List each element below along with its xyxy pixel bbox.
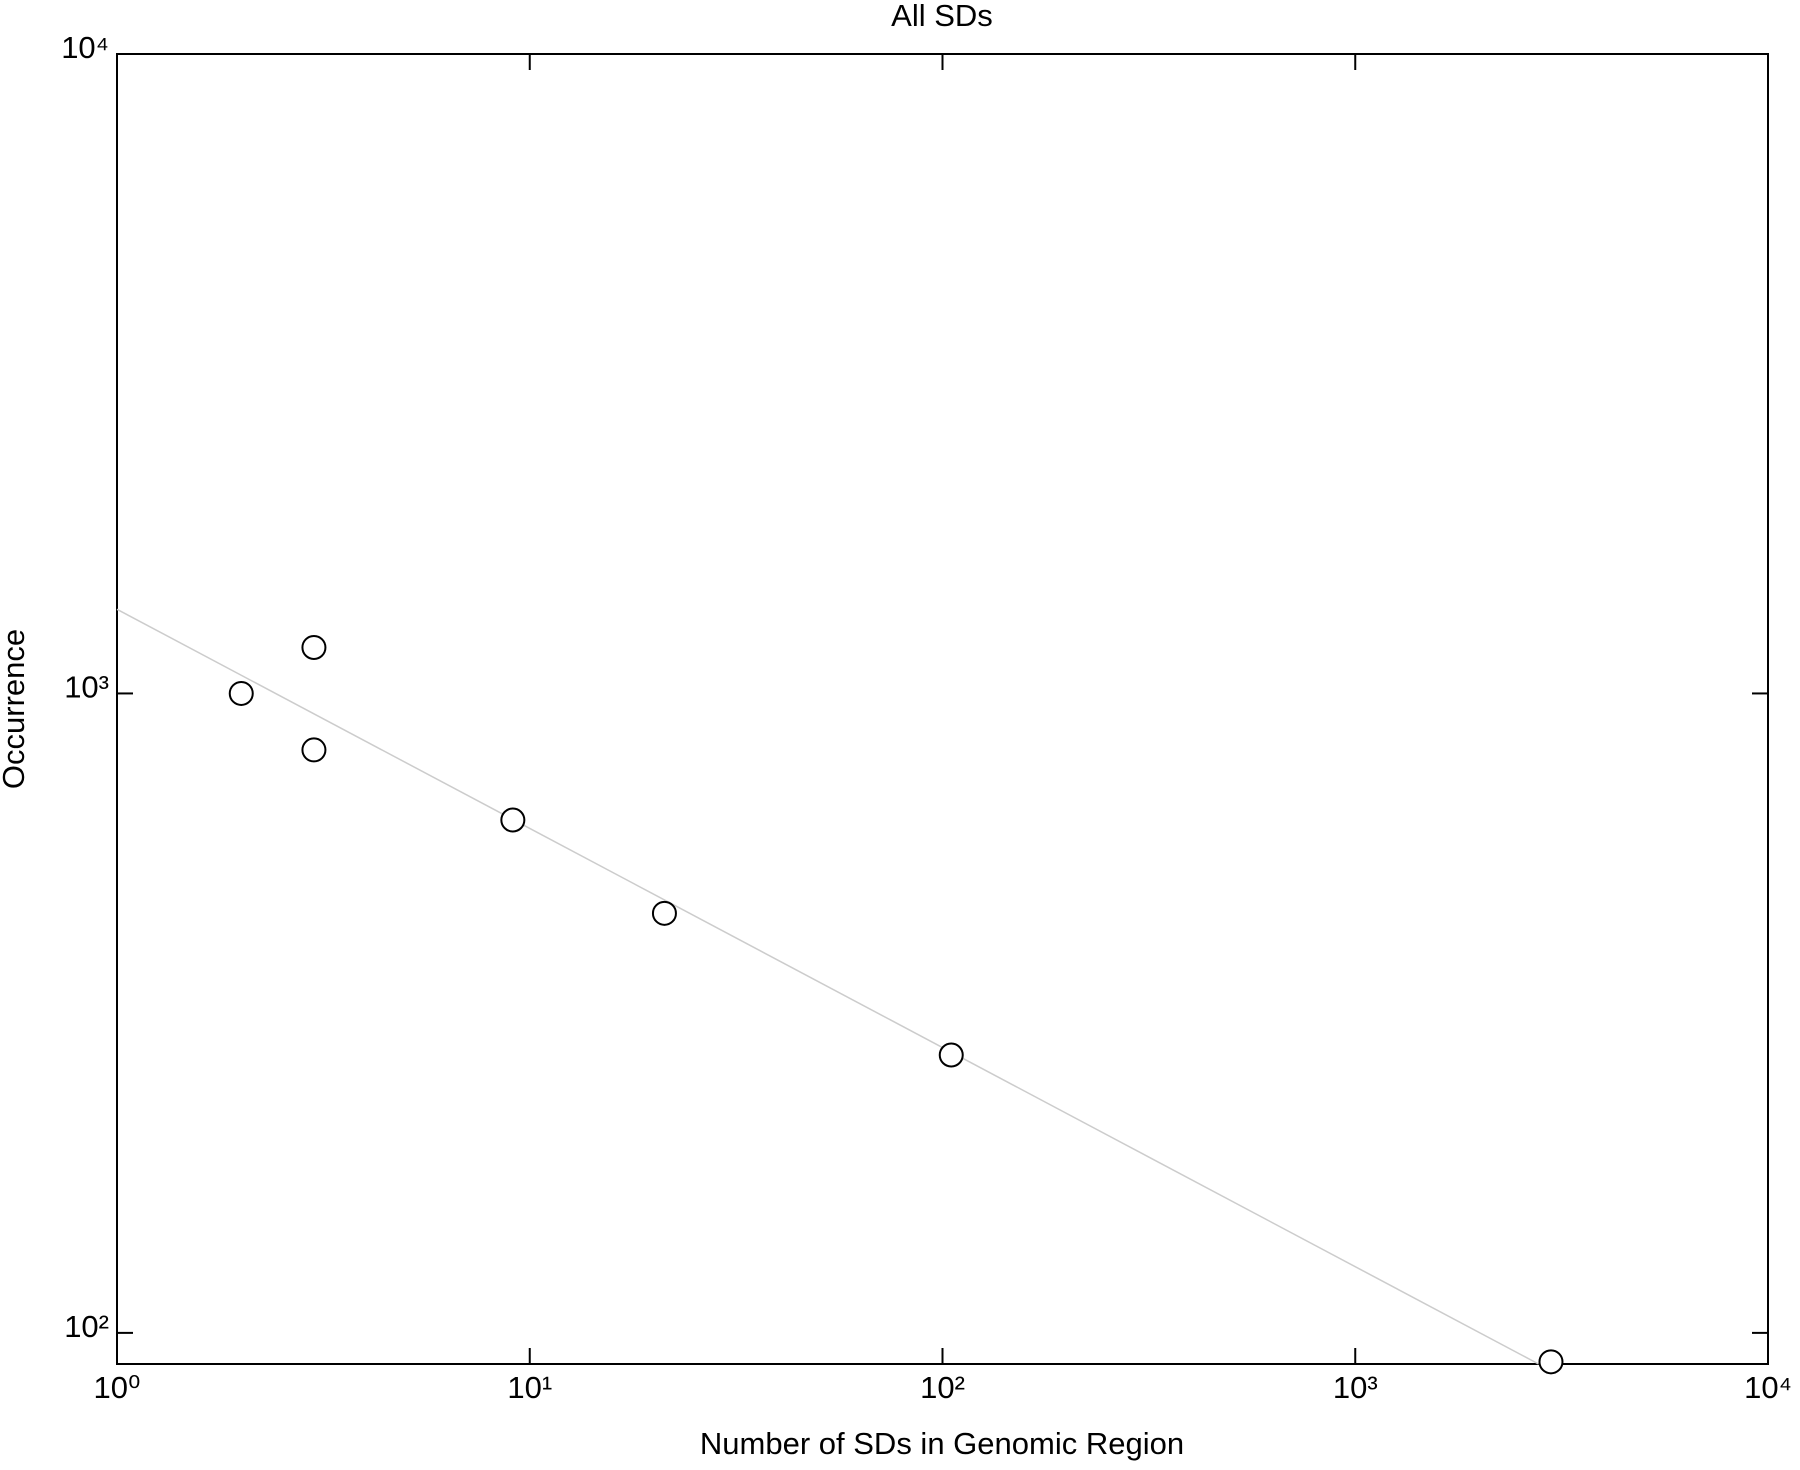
point xyxy=(938,1042,964,1068)
x-tick-label: 10⁴ xyxy=(1744,1370,1792,1405)
point xyxy=(228,680,254,706)
point xyxy=(301,634,327,660)
y-tick-label: 10³ xyxy=(64,670,109,705)
x-tick-label: 10⁰ xyxy=(94,1370,141,1405)
x-tick-label: 10¹ xyxy=(507,1370,552,1405)
y-axis-label: Occurrence xyxy=(0,629,31,789)
plot-frame xyxy=(116,53,1769,1365)
y-tick-label: 10² xyxy=(64,1309,109,1344)
x-tick-label: 10² xyxy=(920,1370,965,1405)
fit-line xyxy=(116,608,1539,1365)
point xyxy=(651,900,677,926)
point xyxy=(500,807,526,833)
point xyxy=(1538,1349,1564,1375)
point xyxy=(301,737,327,763)
x-axis-label: Number of SDs in Genomic Region xyxy=(700,1426,1184,1461)
x-tick-label: 10³ xyxy=(1333,1370,1378,1405)
chart-title: All SDs xyxy=(891,0,993,33)
y-tick-label: 10⁴ xyxy=(61,30,109,65)
